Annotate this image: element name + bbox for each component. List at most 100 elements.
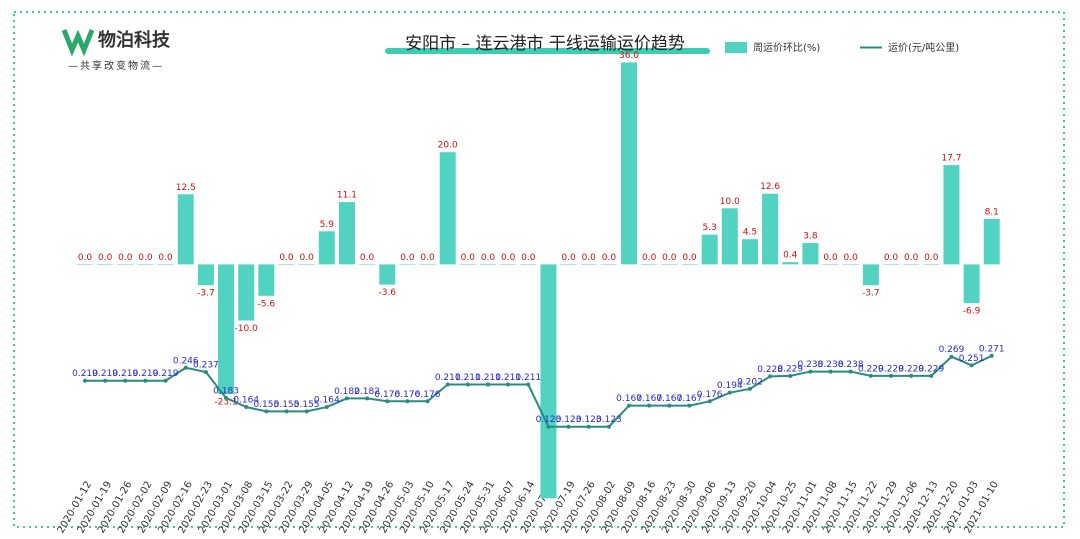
border: [13, 11, 1065, 528]
line-point: [687, 403, 692, 408]
bar-value-label: 0.0: [98, 253, 113, 263]
line-point: [445, 382, 450, 387]
line-value-label: 0.219: [112, 369, 138, 379]
line-point: [526, 382, 531, 387]
bar-value-label: 0.0: [279, 253, 294, 263]
bar: [741, 239, 758, 265]
line-point: [606, 424, 611, 429]
line-value-label: 0.194: [717, 381, 743, 391]
bar: [721, 208, 738, 265]
line-point: [163, 378, 168, 383]
bar-value-label: 0.0: [461, 253, 476, 263]
bar: [862, 264, 879, 286]
bar-value-label: 12.6: [760, 182, 780, 192]
line-value-label: 0.271: [979, 344, 1005, 354]
bar-value-label: 0.0: [844, 253, 859, 263]
line-value-label: 0.229: [858, 364, 884, 374]
bar: [802, 243, 819, 265]
bar-value-label: 4.5: [743, 228, 757, 238]
bar-value-label: 20.0: [438, 141, 458, 151]
bar: [903, 264, 920, 265]
line-point: [828, 369, 833, 374]
line-value-label: 0.176: [395, 390, 421, 400]
bar: [782, 262, 799, 265]
bar: [137, 264, 154, 265]
line-value-label: 0.228: [757, 365, 783, 375]
line-point: [647, 403, 652, 408]
bar: [520, 264, 537, 265]
line-point: [183, 365, 188, 370]
line-value-label: 0.167: [636, 394, 662, 404]
bar: [439, 152, 456, 265]
line-point: [284, 409, 289, 414]
line-value-label: 0.219: [72, 369, 98, 379]
bar-value-label: 0.0: [501, 253, 516, 263]
line-value-label: 0.238: [838, 360, 864, 370]
bar: [600, 264, 617, 265]
line-value-label: 0.229: [898, 364, 924, 374]
bar: [621, 62, 638, 265]
bar-value-label: -3.7: [197, 289, 215, 299]
legend-label: 周运价环比(%): [753, 42, 820, 54]
logo-name: 物泊科技: [98, 29, 171, 51]
bar-value-label: 0.4: [783, 251, 798, 261]
bar: [540, 264, 557, 499]
bar-value-label: 0.0: [420, 253, 435, 263]
line-point: [546, 424, 551, 429]
bar: [580, 264, 597, 265]
line-value-label: 0.182: [354, 387, 380, 397]
bar-value-label: 11.1: [337, 191, 357, 201]
line-value-label: 0.251: [959, 354, 985, 364]
bar-value-label: -10.0: [235, 324, 259, 334]
line-value-label: 0.211: [495, 373, 521, 383]
bar: [459, 264, 476, 265]
line-point: [304, 409, 309, 414]
bar: [560, 264, 577, 265]
line-point: [808, 369, 813, 374]
line-value-label: 0.155: [274, 400, 300, 410]
line-point: [848, 369, 853, 374]
line-value-label: 0.155: [294, 400, 320, 410]
bar: [480, 264, 496, 265]
bar-value-label: 3.8: [803, 232, 818, 242]
line-point: [405, 399, 410, 404]
bar-value-label: -5.6: [258, 299, 276, 309]
legend-label: 运价(元/吨公里): [888, 41, 959, 54]
line-point: [103, 378, 108, 383]
line-point: [264, 409, 269, 414]
line-point: [365, 396, 370, 401]
bar-value-label: 0.0: [561, 253, 576, 263]
bar: [218, 264, 235, 394]
bar: [399, 264, 416, 265]
title-underline: [385, 48, 710, 54]
bar: [983, 218, 1000, 265]
bar-value-label: 0.0: [400, 253, 415, 263]
line-point: [627, 403, 632, 408]
line-value-label: 0.123: [536, 415, 562, 425]
bar-value-label: 0.0: [299, 253, 314, 263]
line-value-label: 0.211: [455, 373, 481, 383]
bar-value-label: 0.0: [521, 253, 536, 263]
bar: [77, 264, 93, 265]
bar: [923, 264, 940, 265]
bar: [318, 231, 335, 265]
bar: [238, 264, 255, 321]
bar-value-label: 17.7: [941, 154, 961, 164]
line-point: [244, 405, 249, 410]
line-value-label: 0.219: [153, 369, 179, 379]
line-point: [929, 373, 934, 378]
bar-value-label: -6.9: [963, 307, 981, 317]
line-point: [949, 354, 954, 359]
line-value-label: 0.167: [616, 394, 642, 404]
bar: [379, 264, 396, 285]
bar-value-label: 12.5: [176, 183, 196, 193]
line-point: [788, 373, 793, 378]
line-value-label: 0.229: [918, 364, 944, 374]
bar-value-label: 0.0: [884, 253, 899, 263]
line-value-label: 0.123: [596, 415, 622, 425]
bar: [701, 234, 718, 265]
bar: [661, 264, 678, 265]
bar-value-label: 0.0: [924, 253, 939, 263]
bar: [177, 194, 194, 265]
line-value-label: 0.246: [173, 356, 199, 366]
